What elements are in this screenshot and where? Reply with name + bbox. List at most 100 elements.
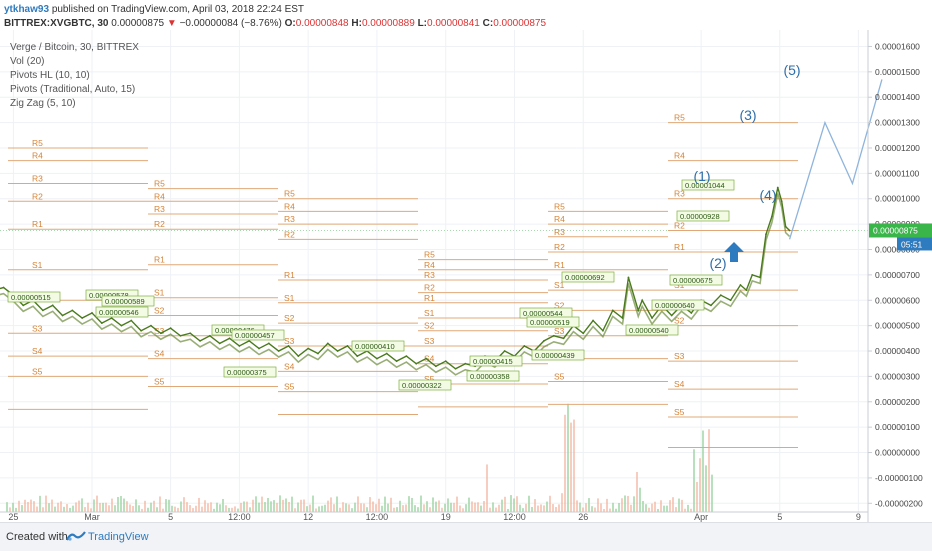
volume-bar — [648, 507, 650, 512]
volume-bar — [147, 507, 149, 512]
price-point — [395, 360, 398, 363]
price-axis[interactable]: 0.00001600 0.00001500 0.00001400 0.00001300… — [868, 41, 923, 508]
volume-bar — [369, 497, 371, 512]
price-point — [759, 276, 761, 279]
price-point — [120, 324, 123, 327]
pivot-label: R2 — [554, 242, 565, 252]
volume-bar — [228, 507, 230, 512]
volume-bar — [603, 508, 605, 512]
price-point — [751, 273, 754, 276]
tradingview-logo-icon[interactable] — [66, 529, 86, 546]
volume-bar — [609, 508, 611, 512]
volume-bar — [318, 506, 320, 512]
volume-bar — [378, 498, 380, 512]
price-point — [690, 312, 693, 314]
volume-bar — [390, 497, 392, 512]
zigzag-label-box — [526, 316, 580, 328]
price-point — [611, 309, 614, 312]
price-point — [71, 309, 74, 312]
volume-bar — [507, 508, 509, 512]
time-tick-label: 12 — [303, 512, 313, 522]
zigzag-label: 0.00000515 — [11, 293, 51, 302]
legend-item-pivots-hl[interactable]: Pivots HL (10, 10) — [10, 70, 90, 81]
volume-bar — [549, 495, 551, 512]
volume-bar — [339, 507, 341, 512]
legend-item-zigzag[interactable]: Zig Zag (5, 10) — [10, 98, 76, 109]
volume-bar — [15, 507, 17, 512]
time-tick-label: 25 — [8, 512, 18, 522]
price-point — [739, 284, 742, 286]
last-price-marker: 0.00000875 05:51 — [869, 223, 932, 251]
wave-label: (5) — [783, 62, 800, 78]
volume-bar — [639, 487, 641, 512]
price-point — [651, 317, 653, 319]
volume-bar — [30, 499, 32, 512]
volume-bar — [498, 504, 500, 512]
volume-bar — [375, 504, 377, 512]
price-tick-label: 0.00001100 — [875, 168, 920, 178]
low-value: 0.00000841 — [427, 18, 480, 29]
volume-bar — [654, 501, 656, 512]
pivot-label: R5 — [674, 113, 685, 123]
price-point — [719, 294, 722, 297]
publish-info: published on TradingView.com, April 03, … — [51, 4, 305, 15]
price-point — [602, 329, 604, 332]
volume-bar — [534, 499, 536, 512]
price-point — [523, 345, 526, 347]
volume-bar — [162, 508, 164, 512]
price-point — [110, 317, 113, 319]
legend-item-volume[interactable]: Vol (20) — [10, 56, 44, 67]
price-point — [543, 339, 545, 342]
zigzag-label-box — [625, 324, 679, 336]
pivot-label: S4 — [32, 346, 43, 356]
price-point — [780, 200, 783, 203]
volume-bar — [39, 495, 41, 512]
legend-item-pivots[interactable]: Pivots (Traditional, Auto, 15) — [10, 84, 135, 95]
grid-lines — [0, 30, 868, 512]
low-label: L: — [417, 18, 428, 29]
tradingview-link[interactable]: TradingView — [88, 531, 149, 543]
price-point — [552, 334, 555, 337]
volume-bar — [159, 496, 161, 512]
volume-bar — [78, 500, 80, 512]
volume-bar — [69, 507, 71, 512]
volume-bar — [531, 506, 533, 512]
author-link[interactable]: ytkhaw93 — [4, 4, 50, 15]
pivot-label: S2 — [554, 300, 565, 310]
pivot-label: R4 — [154, 191, 165, 201]
price-tick-label: 0.00000200 — [875, 397, 920, 407]
zigzag-label-box — [466, 370, 520, 382]
volume-bar — [153, 500, 155, 512]
volume-bar — [579, 502, 581, 512]
volume-bar — [552, 504, 554, 512]
volume-bar — [624, 495, 626, 512]
volume-bar — [198, 497, 200, 512]
volume-bar — [117, 496, 119, 512]
price-point — [258, 347, 260, 350]
zigzag-label: 0.00000439 — [535, 351, 575, 360]
close-value: 0.00000875 — [493, 18, 547, 29]
price-point — [562, 337, 565, 340]
volume-bar — [597, 498, 599, 512]
pivot-label: S5 — [554, 371, 565, 381]
price-chart[interactable]: R5R4R3R2R1S1S2S3S4S5R5R4R3R2R1S1S2S3S4S5… — [0, 0, 932, 522]
volume-bar — [366, 507, 368, 512]
volume-bar — [363, 503, 365, 512]
symbol-line: BITTREX:XVGBTC, 30 0.00000875 ▼ −0.00000… — [4, 17, 546, 30]
volume-bar — [300, 499, 302, 512]
volume-bar — [426, 501, 428, 512]
volume-bar — [24, 499, 26, 512]
volume-bar — [504, 496, 506, 512]
zigzag-label-box — [681, 179, 735, 191]
pivot-label: R1 — [154, 255, 165, 265]
pivot-label: R2 — [32, 191, 43, 201]
volume-bar — [687, 504, 689, 512]
pivot-label: R4 — [554, 214, 565, 224]
volume-bar — [195, 505, 197, 512]
zigzag-label-box — [676, 210, 730, 222]
price-point — [454, 367, 457, 370]
volume-bar — [459, 505, 461, 512]
pivot-label: S4 — [284, 361, 295, 371]
last-price-tag — [869, 223, 932, 238]
